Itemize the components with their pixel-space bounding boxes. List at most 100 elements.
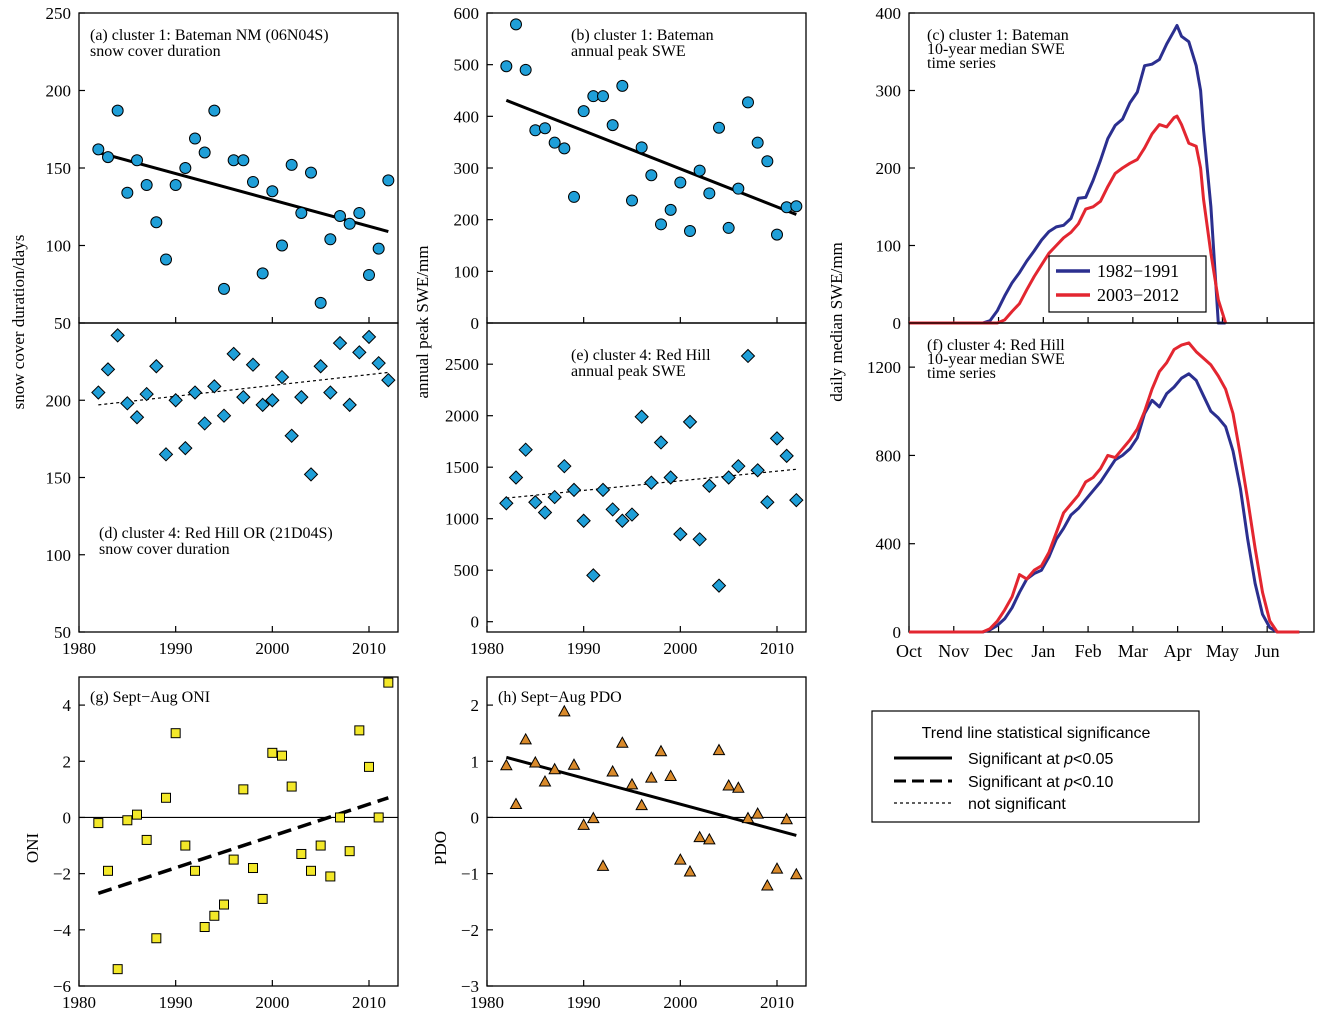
panel-c-ytick-label: 200: [876, 159, 902, 178]
panel-b-point: [568, 190, 580, 203]
legend-item-1: Significant at p<0.05: [968, 751, 1114, 768]
panel-e-subtitle: annual peak SWE: [571, 363, 686, 380]
panel-e-xtick-label: 1990: [567, 639, 601, 658]
panel-h-trend-line: [505, 755, 797, 837]
panel-a-point: [266, 185, 279, 198]
panel-d-point: [236, 389, 251, 405]
panel-b-ytick-label: 400: [454, 107, 480, 126]
panel-e-point: [528, 495, 543, 510]
panel-a-point: [363, 268, 375, 281]
panel-e-ytick-label: 500: [454, 561, 480, 580]
panel-h-point: [567, 758, 581, 770]
panel-b-point: [664, 203, 677, 216]
panel-f-month-label: Apr: [1164, 641, 1192, 661]
panel-b-point: [751, 136, 764, 149]
panel-a-point: [247, 175, 259, 188]
panel-f-month-label: Feb: [1075, 641, 1102, 661]
panel-g-point: [325, 871, 336, 882]
panel-d-point: [216, 408, 232, 423]
panel-d-point: [294, 389, 309, 405]
panel-f-ytick-label: 800: [876, 446, 902, 465]
panel-b-ytick-label: 600: [454, 4, 480, 23]
panel-f-month-label: Mar: [1118, 641, 1148, 661]
panel-a-point: [160, 253, 172, 266]
panel-a-point: [276, 239, 288, 252]
significance-legend: Trend line statistical significance Sign…: [871, 710, 1200, 823]
panel-d-point: [139, 386, 154, 402]
panel-h-point: [770, 862, 784, 874]
panel-a-point: [198, 146, 211, 159]
panel-h-xtick-label: 2000: [663, 993, 697, 1012]
panel-h-point: [625, 777, 639, 790]
panel-e-xtick-label: 2000: [663, 639, 697, 658]
panel-e-point: [499, 496, 514, 511]
panel-d-point: [361, 329, 377, 345]
panel-f-month-label: Nov: [938, 641, 969, 661]
panel-d-frame: [78, 322, 399, 633]
panel-h-point: [499, 758, 513, 771]
panel-b-point: [703, 187, 716, 200]
panel-g-point: [373, 812, 384, 823]
panel-a-point: [150, 216, 163, 229]
panel-h-point: [557, 704, 571, 717]
panel-h-point: [789, 867, 803, 880]
panel-g-title: (g) Sept−Aug ONI: [90, 689, 210, 706]
panel-a-point: [179, 162, 192, 174]
panel-f-month-label: Dec: [984, 641, 1013, 661]
panel-h-frame: [486, 676, 807, 987]
panel-g-point: [132, 809, 142, 820]
panel-b-ytick-label: 500: [454, 56, 480, 75]
panel-e-ytick-label: 2500: [445, 355, 479, 374]
panel-d-point: [197, 416, 212, 431]
panel-b-point: [529, 124, 542, 137]
panel-f-title: (f) cluster 4: Red Hill: [927, 337, 1065, 354]
panel-a-ytick-label: 150: [46, 159, 72, 178]
panel-g-point: [112, 964, 123, 975]
panel-a-point: [256, 267, 269, 280]
panel-d-point: [313, 359, 328, 374]
panel-e-point: [682, 414, 698, 430]
panel-a-point: [295, 206, 308, 219]
panel-b-point: [655, 218, 667, 231]
panel-a-point: [334, 210, 346, 223]
panel-a-point: [140, 179, 153, 192]
panel-b-subtitle: annual peak SWE: [571, 43, 686, 60]
panel-e-frame: [486, 322, 807, 633]
panel-d-point: [129, 410, 145, 425]
panel-g-point: [364, 761, 374, 772]
panel-e-point: [518, 442, 533, 457]
panel-b-point: [674, 176, 687, 189]
panel-h-xtick-label: 1990: [567, 993, 601, 1012]
panel-h-point: [751, 807, 765, 819]
panel-d-point: [100, 362, 116, 377]
panel-d-point: [245, 357, 261, 372]
panel-a-point: [92, 143, 105, 156]
panel-f-month-label: Jun: [1255, 641, 1280, 661]
panel-e-point: [595, 482, 611, 498]
panel-d-ytick-label: 50: [54, 314, 71, 333]
panel-b-point: [693, 164, 706, 177]
panel-d-xtick-label: 1990: [159, 639, 193, 658]
panel-g-point: [141, 834, 152, 845]
panel-d-ytick-label: 100: [46, 546, 72, 565]
panel-h-ytick-label: 0: [471, 808, 480, 827]
panel-e-point: [605, 502, 620, 517]
panel-e-point: [537, 505, 553, 520]
panel-g-ytick-label: 4: [63, 696, 72, 715]
peak-swe-y-label: annual peak SWE/mm: [413, 246, 432, 399]
panel-d-title: (d) cluster 4: Red Hill OR (21D04S): [99, 525, 333, 542]
panel-g-point: [151, 933, 162, 944]
panel-d-point: [168, 393, 183, 408]
legend-item-2: Significant at p<0.10: [968, 774, 1114, 791]
panel-g-ytick-label: 0: [63, 808, 72, 827]
panel-g-ytick-label: −6: [53, 977, 71, 996]
panel-a-point: [218, 282, 230, 295]
panel-e-point: [789, 492, 804, 508]
panel-d-xtick-label: 2010: [352, 639, 386, 658]
panel-h-point: [644, 771, 658, 783]
panel-f-month-label: Jan: [1031, 641, 1055, 661]
median-swe-y-label: daily median SWE/mm: [827, 242, 846, 402]
panel-a-point: [324, 233, 337, 246]
